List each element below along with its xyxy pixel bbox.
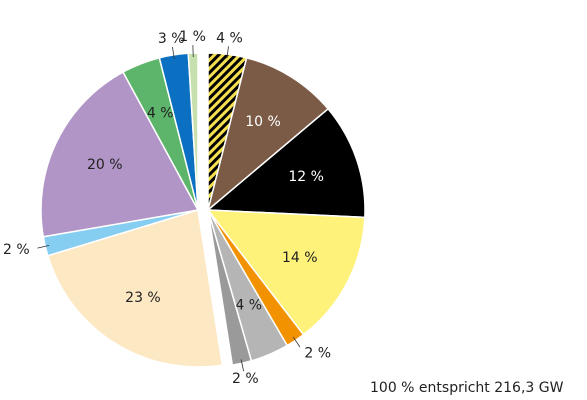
slice-label: 4 % [216, 30, 243, 46]
pie-slice [206, 209, 366, 336]
slice-label: 2 % [3, 242, 30, 258]
pie: 4 % 10 % 12 % 14 % 2 % 4 % 2 % 23 % 2 % 20 % 4 % 3 … [3, 29, 366, 387]
pie-slice [206, 107, 366, 219]
slice-label: 20 % [87, 157, 123, 173]
slice-label: 4 % [147, 106, 174, 122]
slice-label: 23 % [125, 290, 161, 306]
slice-label: 12 % [288, 169, 324, 185]
leader-line [172, 46, 175, 59]
slice-label: 2 % [304, 346, 331, 362]
pie-slice [40, 71, 200, 238]
slice-label: 14 % [282, 250, 318, 266]
slice-label: 4 % [235, 297, 262, 313]
slice-label: 10 % [245, 114, 281, 130]
pie-slice [206, 56, 330, 213]
slice-label: 1 % [179, 29, 206, 45]
slice-label: 2 % [232, 371, 259, 387]
leader-line [226, 46, 229, 59]
leader-line [240, 359, 245, 372]
slice-label: 3 % [158, 31, 185, 47]
leader-line [37, 244, 50, 249]
pie-slice [46, 209, 224, 368]
leader-line [292, 336, 301, 348]
note: 100 % entspricht 216,3 GW [370, 380, 564, 396]
